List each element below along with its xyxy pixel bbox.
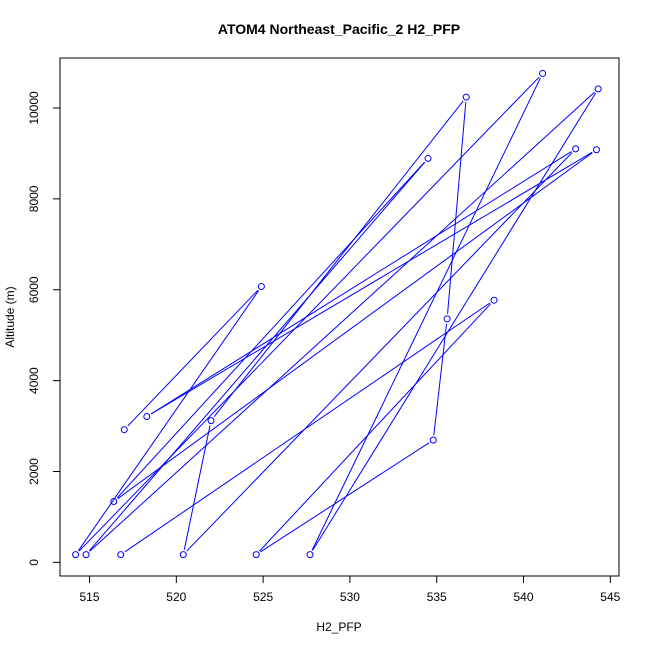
data-point [72,551,80,559]
series-segment [260,442,430,553]
series-segment [311,77,541,551]
series-points [72,69,602,559]
y-axis-label: Altitude (m) [3,286,17,347]
series-segment [117,152,593,499]
x-tick-label: 515 [79,590,99,604]
data-point [462,93,470,101]
series-segment [433,323,448,436]
data-point [306,551,314,559]
x-axis: 515 520 525 530 535 540 545 [79,575,621,604]
plot-frame [59,57,620,577]
data-point [82,551,90,559]
data-point [143,413,151,421]
series-segment [88,161,426,552]
data-point [252,551,260,559]
x-axis-label: H2_PFP [316,620,361,634]
x-tick-label: 530 [340,590,360,604]
x-tick-label: 545 [600,590,620,604]
series-segment [116,161,426,499]
series-segment [150,151,572,415]
y-tick-label: 8000 [27,185,41,212]
y-axis: 0 2000 4000 6000 8000 10000 [27,91,61,566]
series-segment [213,100,464,417]
series-segment [183,425,211,550]
x-tick-label: 540 [514,590,534,604]
series-segment [78,76,540,552]
y-tick-label: 2000 [27,458,41,485]
series-segment [150,151,593,415]
series-segment [447,102,467,314]
data-point [179,551,187,559]
series-segment [78,290,259,551]
chart-title: ATOM4 Northeast_Pacific_2 H2_PFP [218,21,460,37]
series-segment [186,152,573,552]
data-point [429,436,437,444]
series-segment [259,303,491,552]
y-tick-label: 10000 [27,91,41,125]
data-point [120,426,128,434]
data-point [539,69,547,77]
data-point [110,497,118,505]
y-tick-label: 0 [27,559,41,566]
data-point [572,145,580,153]
data-point [257,283,265,291]
x-tick-label: 525 [253,590,273,604]
series-segment [89,91,595,552]
data-point [117,551,125,559]
series-segment [124,302,491,553]
y-tick-label: 6000 [27,276,41,303]
data-point [490,296,498,304]
data-point [424,154,432,162]
x-tick-label: 520 [166,590,186,604]
data-point [443,315,451,323]
data-point [207,417,215,425]
data-point [592,146,600,154]
series-segment [127,289,259,427]
series-segment [312,92,596,551]
data-point [594,85,602,93]
series-line [78,76,596,553]
y-tick-label: 4000 [27,367,41,394]
x-tick-label: 535 [427,590,447,604]
